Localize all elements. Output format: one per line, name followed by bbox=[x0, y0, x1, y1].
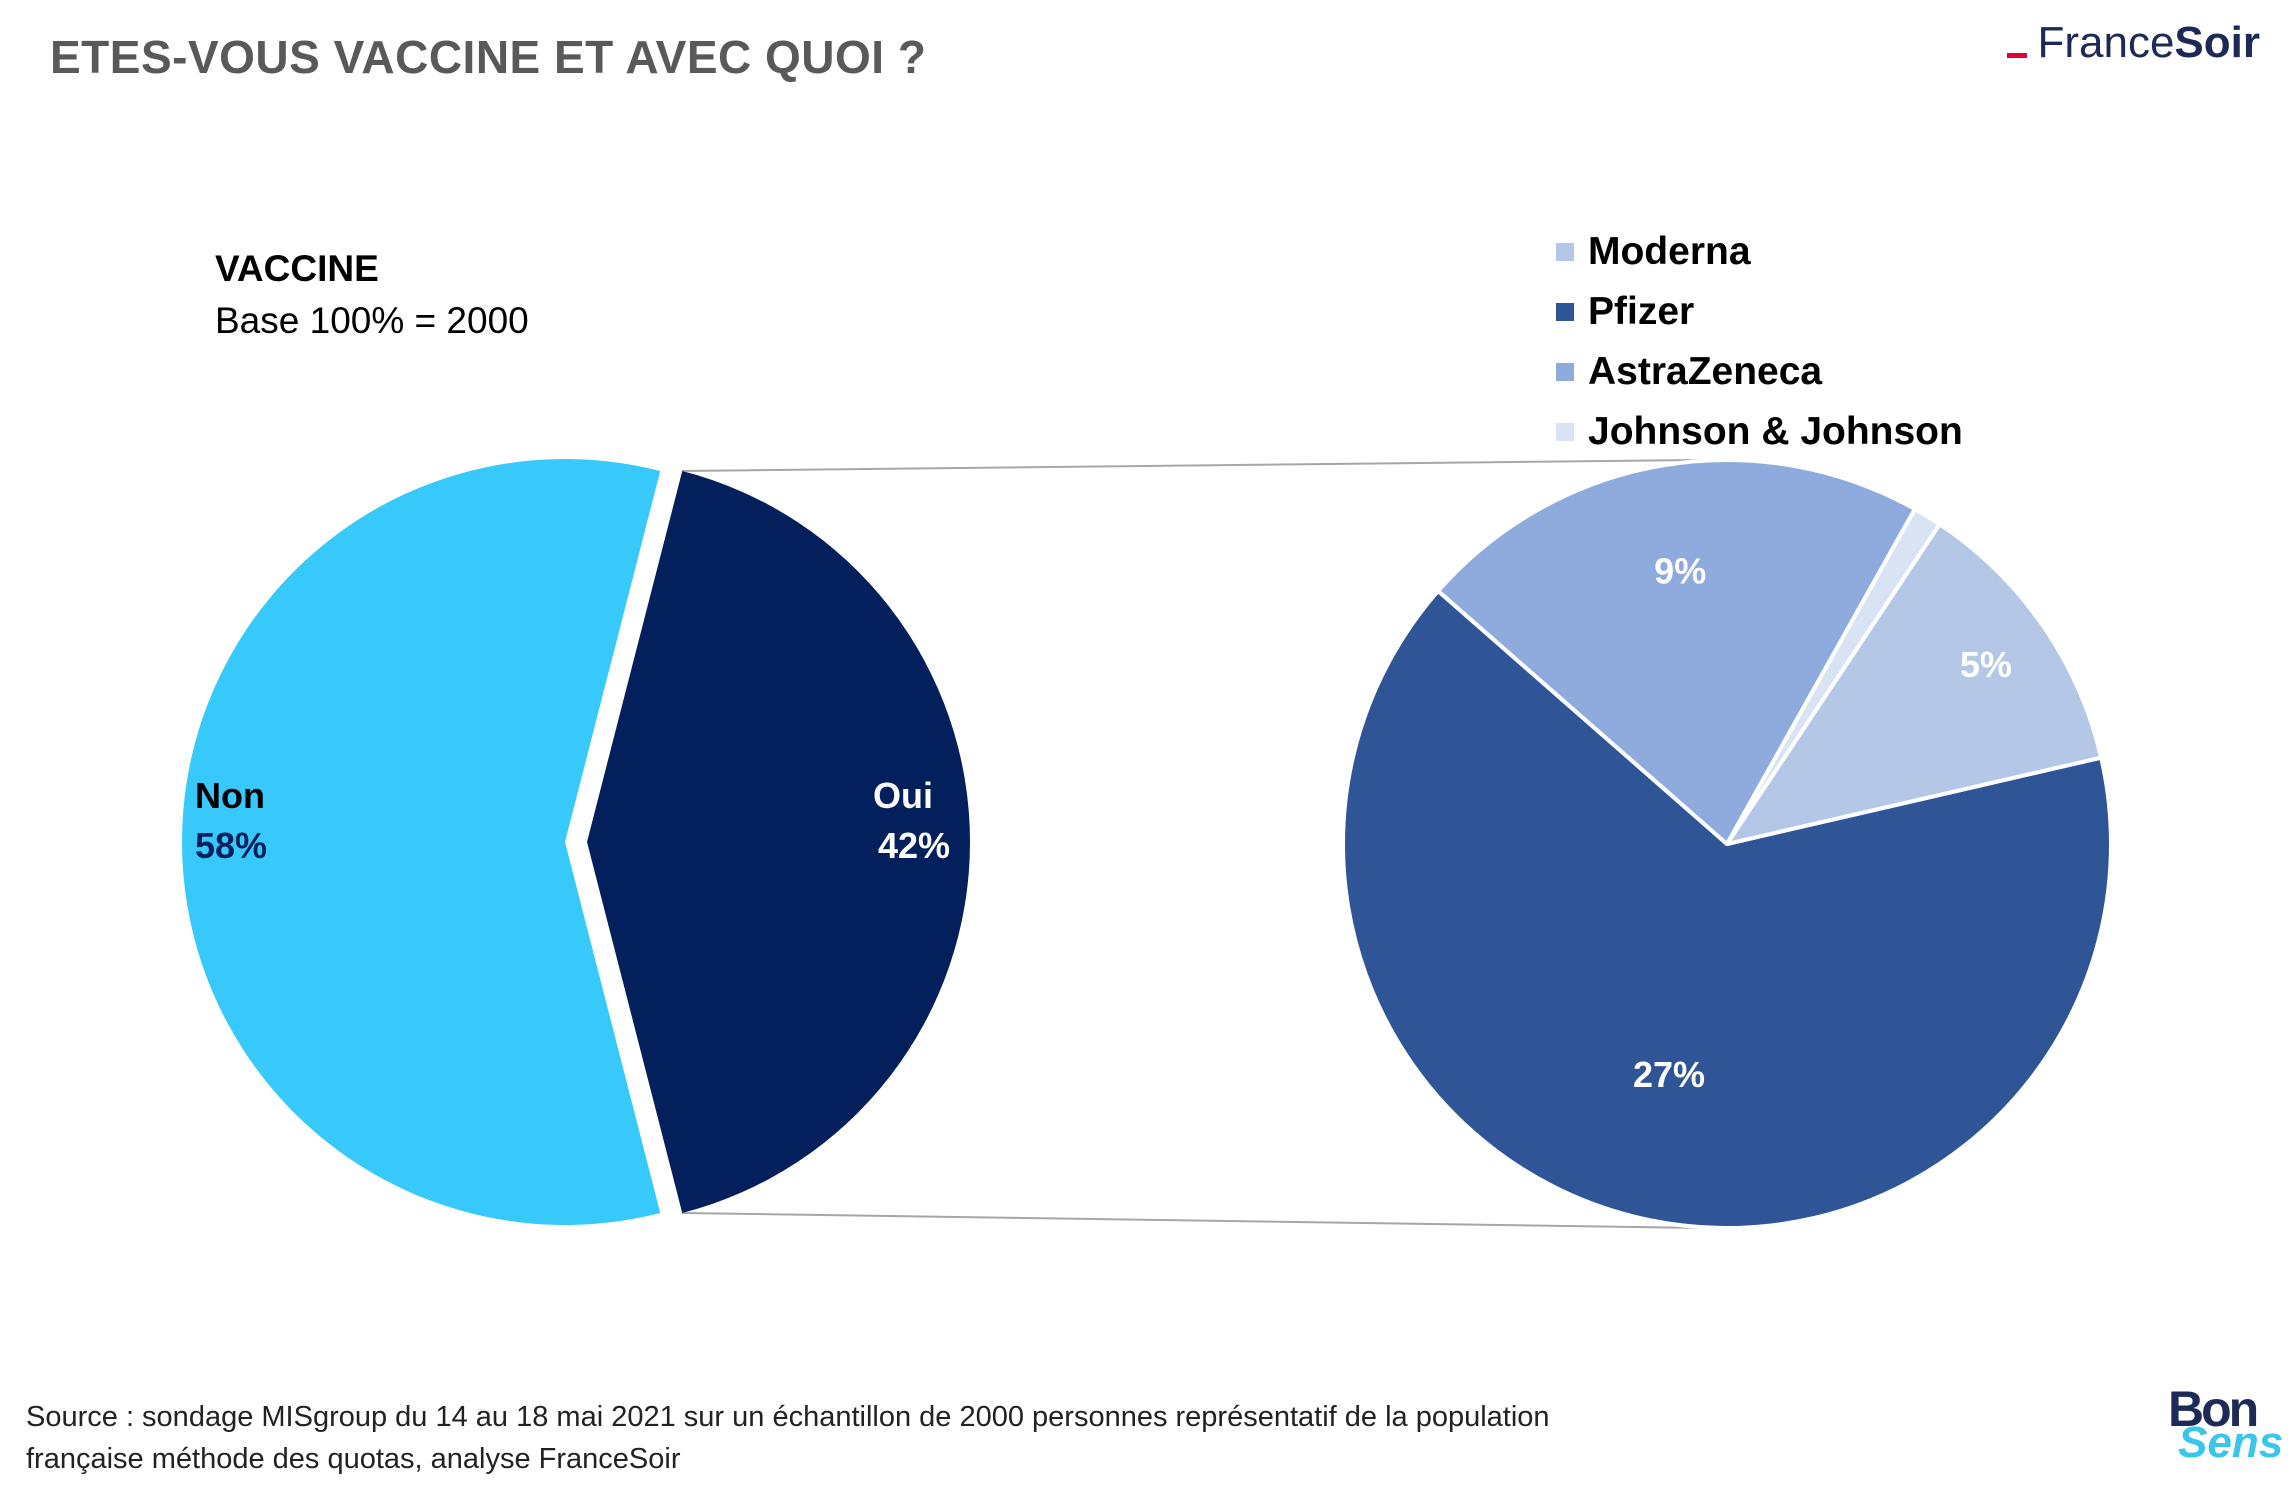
connector-line-bottom bbox=[682, 1212, 1704, 1229]
chart-legend: Moderna Pfizer AstraZeneca Johnson & Johnso… bbox=[1556, 222, 1963, 462]
legend-item-pfizer: Pfizer bbox=[1556, 282, 1963, 342]
legend-label: Johnson & Johnson bbox=[1588, 410, 1963, 453]
pie-labels: Non 58% Oui 42% 27% 9% 5% bbox=[195, 551, 2012, 1095]
source-line-1: Source : sondage MISgroup du 14 au 18 ma… bbox=[26, 1401, 1550, 1433]
chart-heading: VACCINE Base 100% = 2000 bbox=[215, 248, 529, 342]
connector-line-top bbox=[682, 459, 1704, 472]
francesoir-logo: France Soir bbox=[2007, 18, 2260, 68]
vaccine-brand-pie bbox=[1341, 458, 2113, 1230]
legend-item-johnson-johnson: Johnson & Johnson bbox=[1556, 402, 1963, 462]
brand-regular: France bbox=[2037, 18, 2175, 67]
legend-swatch bbox=[1556, 423, 1574, 441]
slice-name-non: Non bbox=[195, 775, 265, 816]
connector-lines bbox=[682, 459, 1704, 1229]
chart-heading-title: VACCINE bbox=[215, 248, 379, 289]
slice-value-non: 58% bbox=[195, 825, 267, 866]
pie-slice-moderna bbox=[1725, 522, 2104, 846]
bonsens-logo: Bon Sens bbox=[2160, 1380, 2284, 1480]
slice-value-pfizer: 27% bbox=[1633, 1054, 1705, 1095]
legend-swatch bbox=[1556, 243, 1574, 261]
slice-name-oui: Oui bbox=[873, 775, 933, 816]
pie-slice-astrazeneca bbox=[1436, 458, 1917, 846]
bonsens-logo-bon: Bon bbox=[2168, 1381, 2259, 1437]
legend-swatch bbox=[1556, 363, 1574, 381]
brand-mark bbox=[2007, 53, 2028, 58]
slice-value-moderna: 5% bbox=[1960, 644, 2012, 685]
legend-item-moderna: Moderna bbox=[1556, 222, 1963, 282]
source-line-2: française méthode des quotas, analyse Fr… bbox=[26, 1443, 681, 1475]
legend-label: Pfizer bbox=[1588, 290, 1695, 333]
brand-bold: Soir bbox=[2174, 18, 2260, 67]
legend-swatch bbox=[1556, 303, 1574, 321]
pie-slice-pfizer bbox=[1341, 588, 2113, 1230]
legend-label: Moderna bbox=[1588, 230, 1751, 273]
legend-label: AstraZeneca bbox=[1588, 350, 1823, 393]
chart-base-note: Base 100% = 2000 bbox=[215, 300, 529, 341]
legend-item-astrazeneca: AstraZeneca bbox=[1556, 342, 1963, 402]
source-note: Source : sondage MISgroup du 14 au 18 ma… bbox=[26, 1396, 1826, 1480]
page-title: ETES-VOUS VACCINE ET AVEC QUOI ? bbox=[50, 31, 927, 83]
vaccinated-pie bbox=[182, 458, 971, 1225]
bonsens-logo-sens: Sens bbox=[2178, 1418, 2284, 1467]
pie-slice-non bbox=[182, 458, 661, 1225]
slice-value-astrazeneca: 9% bbox=[1654, 551, 1706, 592]
pie-slice-oui bbox=[587, 471, 971, 1213]
slice-value-oui: 42% bbox=[878, 825, 950, 866]
